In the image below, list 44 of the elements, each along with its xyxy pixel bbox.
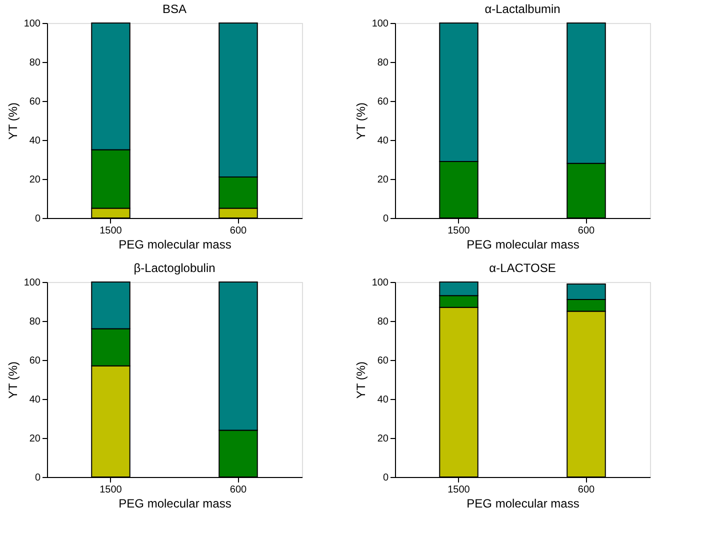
x-axis-title: PEG molecular mass (118, 496, 232, 510)
x-axis-title: PEG molecular mass (466, 238, 580, 252)
y-tick-label: 20 (29, 174, 41, 186)
y-tick-label: 20 (377, 174, 389, 186)
y-tick-label: 0 (34, 472, 41, 484)
x-tick-label: 1500 (448, 484, 470, 496)
y-tick-label: 100 (372, 278, 389, 288)
x-axis-title: PEG molecular mass (466, 496, 580, 510)
y-tick-label: 0 (34, 214, 41, 224)
y-tick-label: 60 (29, 356, 41, 366)
chart-title: BSA (162, 2, 187, 16)
y-tick-label: 60 (29, 96, 41, 108)
y-tick-label: 0 (382, 472, 389, 484)
y-tick-label: 0 (382, 214, 389, 224)
y-tick-label: 100 (372, 18, 389, 30)
chart-title: β-Lactoglobulin (134, 261, 216, 275)
y-tick-label: 80 (29, 58, 41, 68)
x-axis-title: PEG molecular mass (118, 238, 232, 252)
chart-title: α-Lactalbumin (484, 2, 560, 16)
y-axis-title: YT (%) (354, 102, 368, 140)
chart-title: α-LACTOSE (489, 261, 556, 275)
y-axis-title: YT (%) (6, 102, 20, 140)
y-tick-label: 20 (377, 434, 389, 444)
y-tick-label: 80 (377, 58, 389, 68)
y-tick-label: 60 (377, 96, 389, 108)
x-tick-label: 600 (578, 226, 596, 236)
y-tick-label: 40 (29, 136, 41, 146)
y-tick-label: 40 (377, 394, 389, 406)
y-tick-label: 100 (24, 18, 41, 30)
y-tick-label: 40 (29, 394, 41, 406)
y-tick-label: 20 (29, 434, 41, 444)
y-tick-label: 40 (377, 136, 389, 146)
x-tick-label: 600 (230, 484, 248, 496)
x-tick-label: 600 (578, 484, 596, 496)
y-tick-label: 80 (377, 316, 389, 328)
y-tick-label: 80 (29, 316, 41, 328)
x-tick-label: 1500 (100, 484, 122, 496)
y-tick-label: 60 (377, 356, 389, 366)
y-tick-label: 100 (24, 278, 41, 288)
y-axis-title: YT (%) (354, 361, 368, 399)
x-tick-label: 1500 (448, 226, 470, 236)
x-tick-label: 600 (230, 226, 248, 236)
x-tick-label: 1500 (100, 226, 122, 236)
y-axis-title: YT (%) (6, 361, 20, 399)
